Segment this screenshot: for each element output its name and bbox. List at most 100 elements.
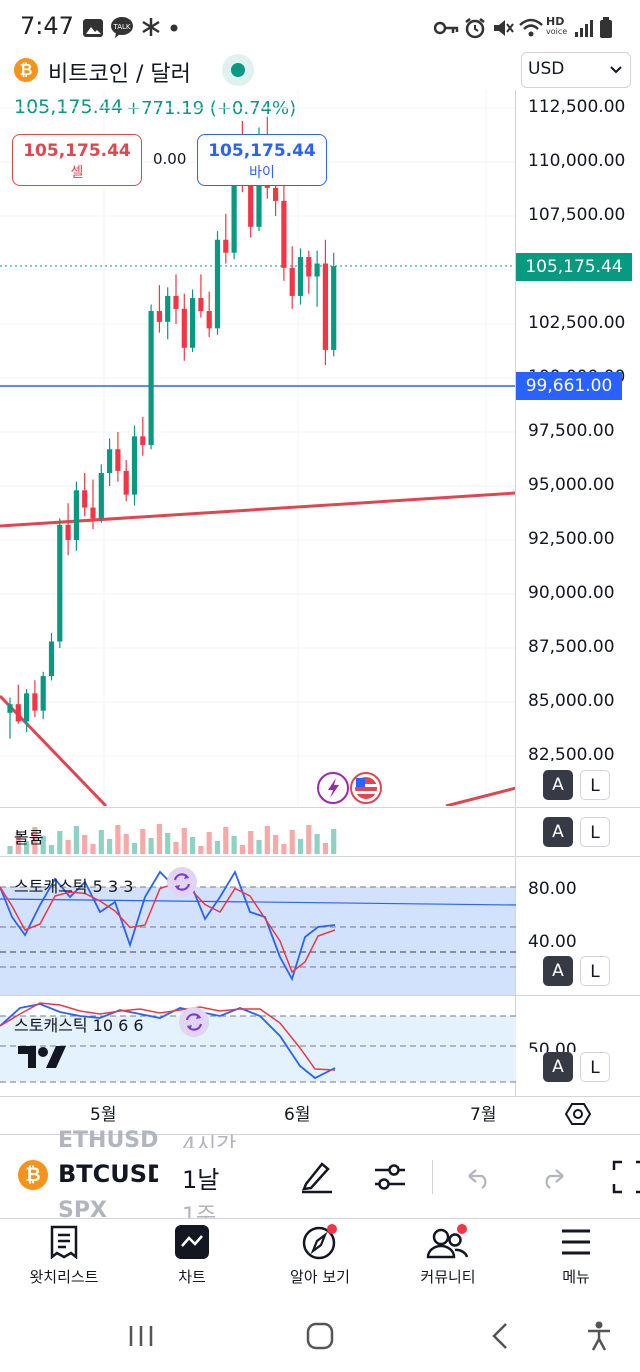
market-status-dot-icon [231, 63, 245, 77]
nav-menu-label: 메뉴 [562, 1268, 590, 1286]
back-icon[interactable] [490, 1322, 510, 1350]
price-chart[interactable] [0, 90, 516, 806]
symbol-picker-prev[interactable]: ETHUSD [58, 1128, 158, 1148]
nav-chart-label: 차트 [178, 1268, 206, 1286]
auto-scale-button[interactable]: A [543, 956, 573, 986]
bitcoin-logo-icon: ₿ [18, 1160, 48, 1190]
market-open-indicator[interactable] [222, 54, 254, 86]
mute-icon [494, 20, 514, 36]
undo-icon[interactable] [466, 1166, 492, 1190]
status-time: 7:47 [20, 12, 74, 40]
last-price: 105,175.44 [14, 96, 123, 118]
nav-community[interactable]: 커뮤니티 [384, 1222, 512, 1287]
nav-chart[interactable]: 차트 [128, 1222, 256, 1287]
log-scale-button[interactable]: L [580, 770, 610, 800]
redo-icon[interactable] [540, 1166, 566, 1190]
alarm-icon [465, 18, 485, 39]
price-axis-border [515, 90, 516, 1096]
sell-button[interactable]: 105,175.44 셀 [12, 134, 142, 186]
fullscreen-icon[interactable] [610, 1160, 640, 1194]
chart-grid [0, 107, 516, 757]
time-axis-label: 5월 [90, 1105, 117, 1125]
stochastic-axis-label: 40.00 [528, 932, 577, 952]
currency-select[interactable]: USD [521, 52, 631, 88]
auto-scale-button[interactable]: A [543, 1052, 573, 1082]
trendline-drawing[interactable] [0, 491, 516, 528]
stochastic-axis-label: 80.00 [528, 879, 577, 899]
pane-separator[interactable] [0, 995, 640, 996]
pane-separator [0, 1096, 640, 1097]
auto-scale-button[interactable]: A [543, 817, 573, 847]
event-icons[interactable] [316, 770, 386, 806]
nav-community-label: 커뮤니티 [420, 1268, 476, 1286]
accessibility-icon[interactable] [586, 1320, 612, 1352]
hd-voice-icon: HD voice [546, 15, 568, 36]
sell-label: 셀 [70, 165, 84, 181]
price-axis-label: 85,000.00 [528, 691, 615, 711]
chart-settings-icon[interactable] [564, 1100, 592, 1128]
price-axis-label: 95,000.00 [528, 475, 615, 495]
nav-explore[interactable]: 알아 보기 [256, 1222, 384, 1287]
symbol-picker-current[interactable]: BTCUSD [58, 1160, 158, 1188]
buy-button[interactable]: 105,175.44 바이 [197, 134, 327, 186]
recent-apps-icon[interactable] [128, 1324, 154, 1348]
system-navigation-bar [0, 1300, 640, 1372]
nav-menu[interactable]: 메뉴 [512, 1222, 640, 1287]
stochastic-pane-1[interactable] [0, 857, 516, 995]
price-axis-label: 82,500.00 [528, 745, 615, 761]
symbol-title[interactable]: 비트코인 / 달러 [48, 62, 191, 87]
gallery-icon [83, 19, 103, 37]
pane-separator[interactable] [0, 807, 640, 808]
sell-price: 105,175.44 [23, 141, 131, 161]
log-scale-button[interactable]: L [580, 1052, 610, 1082]
price-axis-label: 87,500.00 [528, 637, 615, 657]
stochastic-pane-2[interactable] [0, 996, 516, 1096]
price-axis-label: 97,500.00 [528, 421, 615, 441]
toolbar-separator [0, 1134, 640, 1135]
price-axis-label: 90,000.00 [528, 583, 615, 603]
chevron-down-icon [610, 66, 622, 74]
key-icon [434, 21, 459, 35]
volume-title[interactable]: 볼륨 [14, 828, 44, 847]
buy-label: 바이 [249, 165, 275, 181]
timeframe-picker-current[interactable]: 1날 [182, 1166, 220, 1194]
tradingview-logo-icon [18, 1046, 66, 1068]
trendline-drawing-right[interactable] [445, 786, 516, 806]
log-scale-button[interactable]: L [580, 817, 610, 847]
auto-scale-button[interactable]: A [543, 770, 573, 800]
home-icon[interactable] [306, 1322, 334, 1350]
stochastic-1-title[interactable]: 스토캐스틱 5 3 3 [14, 877, 134, 896]
timeframe-picker-prev[interactable]: 4시간 [182, 1134, 237, 1148]
community-icon [426, 1224, 469, 1259]
nav-watchlist-label: 왓치리스트 [29, 1268, 99, 1286]
time-axis-label: 6월 [284, 1105, 311, 1125]
stochastic-2-title[interactable]: 스토캐스틱 10 6 6 [14, 1016, 144, 1035]
horizontal-line-price-tag[interactable]: 99,661.00 [516, 372, 622, 400]
price-axis-label: 92,500.00 [528, 529, 615, 549]
pane-separator[interactable] [0, 856, 640, 857]
timeframe-picker-next[interactable]: 1주 [182, 1204, 217, 1218]
log-scale-button[interactable]: L [580, 956, 610, 986]
refresh-icon[interactable] [178, 1006, 210, 1038]
chart-icon [175, 1225, 209, 1259]
watchlist-icon [50, 1225, 78, 1259]
asterisk-icon [142, 18, 160, 36]
compass-icon [302, 1224, 337, 1260]
nav-explore-label: 알아 보기 [290, 1268, 350, 1286]
bitcoin-logo-icon: ₿ [14, 58, 38, 82]
indicator-settings-icon[interactable] [372, 1160, 408, 1194]
volume-pane[interactable] [0, 808, 516, 856]
drawing-pen-icon[interactable] [298, 1158, 334, 1194]
currency-value: USD [528, 59, 565, 79]
nav-separator [0, 1218, 640, 1219]
refresh-icon[interactable] [166, 866, 198, 898]
wifi-icon [519, 18, 543, 37]
last-price-tag: 105,175.44 [516, 253, 632, 281]
symbol-picker-next[interactable]: SPX [58, 1198, 107, 1218]
price-axis-label: 112,500.00 [528, 97, 626, 117]
toolbar-divider [432, 1160, 433, 1194]
spread-value: 0.00 [153, 150, 187, 168]
signal-icon [575, 20, 593, 37]
nav-watchlist[interactable]: 왓치리스트 [0, 1222, 128, 1287]
dot-icon [170, 24, 178, 32]
